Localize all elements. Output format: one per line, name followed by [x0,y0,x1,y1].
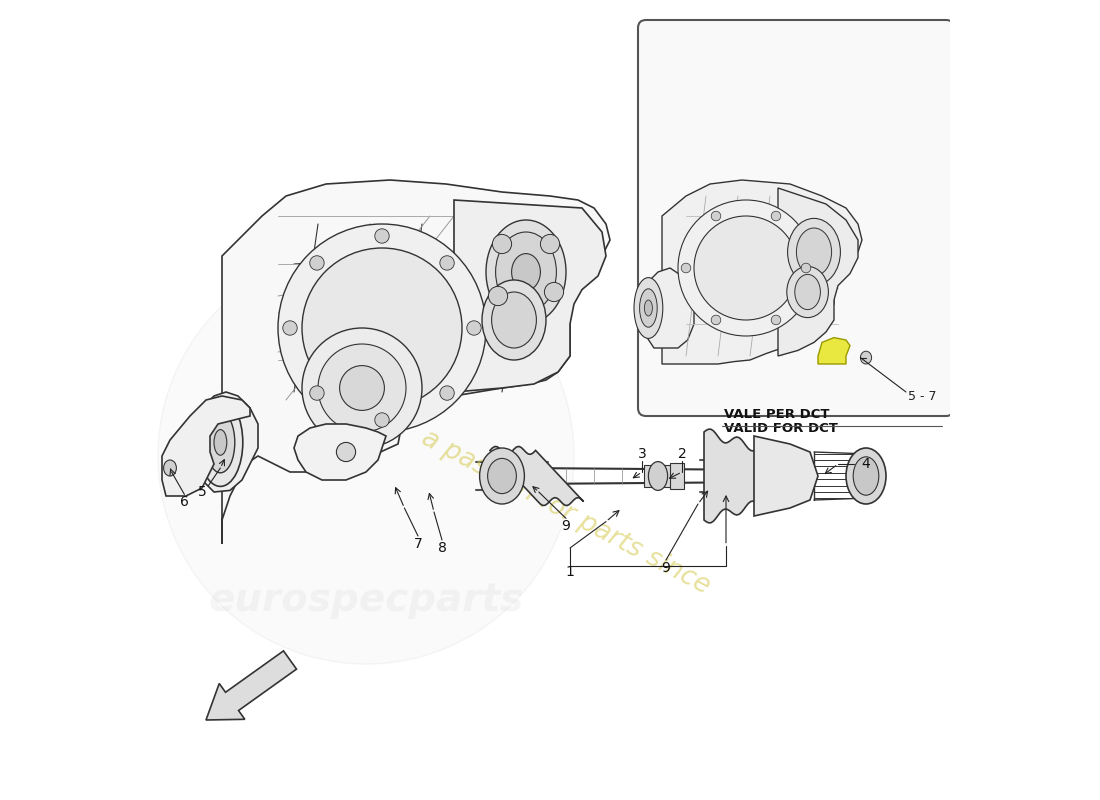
Text: 9: 9 [562,519,571,534]
Ellipse shape [634,278,663,338]
Ellipse shape [796,228,832,276]
Bar [670,463,684,489]
Text: 6: 6 [180,494,189,509]
Polygon shape [662,180,862,364]
Text: 4: 4 [861,457,870,471]
Ellipse shape [860,351,871,364]
Polygon shape [818,338,850,364]
FancyBboxPatch shape [638,20,954,416]
Ellipse shape [340,366,384,410]
Ellipse shape [512,254,540,290]
Ellipse shape [206,412,234,473]
Text: 2: 2 [678,447,686,462]
Ellipse shape [466,321,481,335]
Polygon shape [454,200,606,392]
Ellipse shape [786,266,828,318]
Polygon shape [294,424,386,480]
Text: VALID FOR DCT: VALID FOR DCT [725,422,838,434]
Ellipse shape [854,457,879,495]
Polygon shape [754,436,818,516]
Polygon shape [222,180,610,544]
Polygon shape [162,396,250,496]
Ellipse shape [310,256,324,270]
Ellipse shape [681,263,691,273]
Ellipse shape [712,315,720,325]
Ellipse shape [648,462,668,490]
Polygon shape [778,188,858,356]
Polygon shape [194,392,258,492]
Ellipse shape [544,282,563,302]
Ellipse shape [318,344,406,432]
Ellipse shape [278,224,486,432]
Polygon shape [642,268,694,348]
Ellipse shape [846,448,886,504]
Ellipse shape [771,211,781,221]
Ellipse shape [375,413,389,427]
Ellipse shape [678,200,814,336]
Ellipse shape [487,458,516,494]
Ellipse shape [337,442,355,462]
Text: 5 - 7: 5 - 7 [908,390,936,403]
Bar [644,465,672,487]
Ellipse shape [440,256,454,270]
Ellipse shape [540,234,560,254]
Text: eurospecparts: eurospecparts [208,581,524,619]
Ellipse shape [283,321,297,335]
FancyArrow shape [206,651,297,720]
Ellipse shape [302,248,462,408]
Ellipse shape [771,315,781,325]
Ellipse shape [482,280,546,360]
Ellipse shape [496,232,557,312]
Ellipse shape [214,430,227,455]
Ellipse shape [488,286,507,306]
Ellipse shape [158,248,574,664]
Ellipse shape [639,289,657,327]
Ellipse shape [645,300,652,316]
Ellipse shape [486,220,566,324]
Ellipse shape [440,386,454,400]
Text: 5: 5 [198,485,207,499]
Ellipse shape [712,211,720,221]
Text: VALE PER DCT: VALE PER DCT [725,408,829,421]
Ellipse shape [795,274,821,310]
Text: 7: 7 [414,537,422,551]
Polygon shape [704,429,772,523]
Ellipse shape [492,292,537,348]
Ellipse shape [801,263,811,273]
Ellipse shape [310,386,324,400]
Ellipse shape [164,460,176,476]
Text: 9: 9 [661,561,670,575]
Ellipse shape [375,229,389,243]
Text: 3: 3 [638,447,647,462]
Ellipse shape [480,448,525,504]
Polygon shape [490,446,584,506]
Ellipse shape [788,218,840,286]
Ellipse shape [302,328,422,448]
Ellipse shape [493,234,512,254]
Ellipse shape [198,398,243,486]
Text: 1: 1 [565,565,574,579]
Text: a passion for parts since: a passion for parts since [417,425,715,599]
Ellipse shape [694,216,798,320]
Text: 8: 8 [438,541,447,555]
